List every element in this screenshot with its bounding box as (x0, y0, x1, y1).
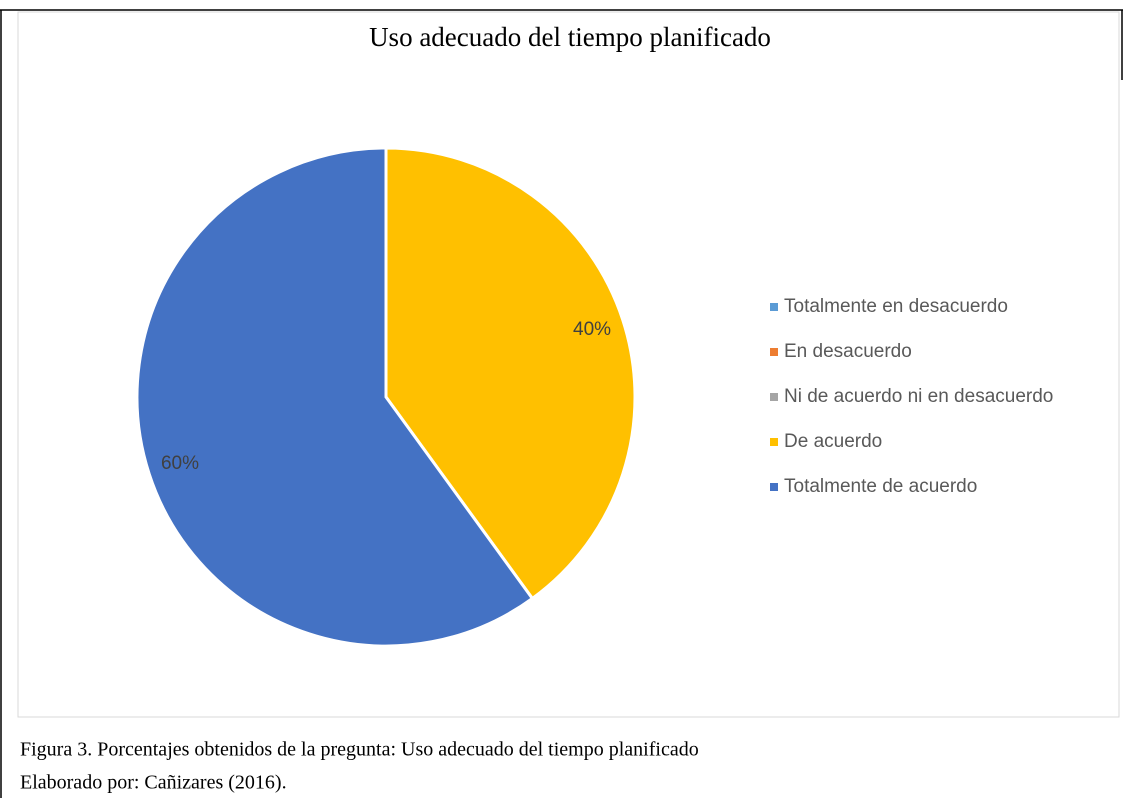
legend-label: Totalmente de acuerdo (784, 476, 977, 497)
chart-title: Uso adecuado del tiempo planificado (369, 22, 771, 52)
data-label: 60% (161, 453, 199, 474)
pie-slice (135, 146, 535, 648)
legend-label: Ni de acuerdo ni en desacuerdo (784, 386, 1053, 407)
caption: Elaborado por: Cañizares (2016). (20, 772, 287, 794)
legend-swatch (770, 438, 778, 446)
legend-swatch (770, 483, 778, 491)
legend-label: De acuerdo (784, 431, 882, 452)
legend-label: Totalmente en desacuerdo (784, 296, 1008, 317)
legend-label: En desacuerdo (784, 341, 912, 362)
legend-swatch (770, 303, 778, 311)
legend-swatch (770, 348, 778, 356)
legend-swatch (770, 393, 778, 401)
data-label: 40% (573, 319, 611, 340)
pie-slice (384, 146, 637, 601)
caption: Figura 3. Porcentajes obtenidos de la pr… (20, 739, 699, 761)
chart-area (17, 11, 1120, 718)
